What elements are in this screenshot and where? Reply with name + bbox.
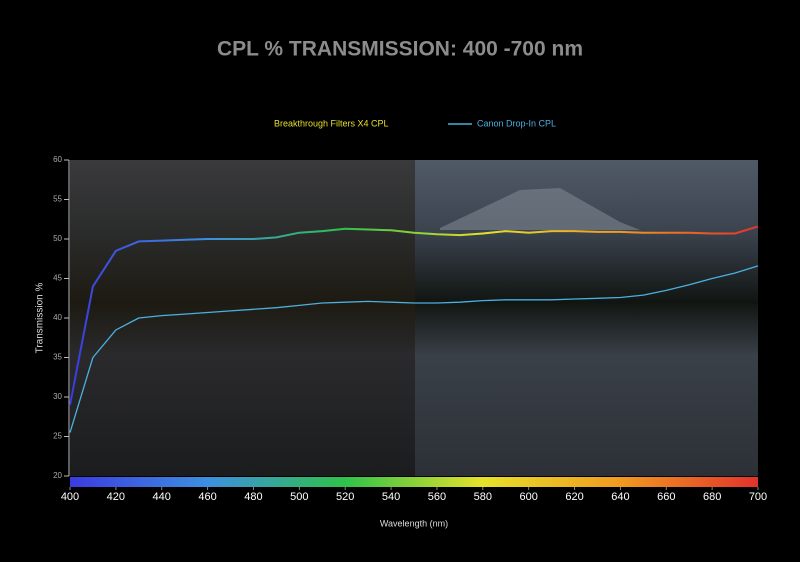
x-tick-label: 400 xyxy=(61,491,79,503)
series-line xyxy=(69,265,759,433)
x-tick-label: 540 xyxy=(382,491,400,503)
background-photo xyxy=(70,160,415,476)
y-tick-label: 25 xyxy=(53,432,62,441)
y-tick-label: 35 xyxy=(53,353,62,362)
series-line xyxy=(69,225,759,406)
x-tick-label: 560 xyxy=(428,491,446,503)
x-tick-label: 620 xyxy=(565,491,583,503)
spectrum-bar xyxy=(70,477,758,487)
chart-title: CPL % TRANSMISSION: 400 -700 nm xyxy=(217,38,583,61)
y-tick-label: 45 xyxy=(53,274,62,283)
legend-label: Breakthrough Filters X4 CPL xyxy=(274,118,389,128)
x-tick-label: 680 xyxy=(703,491,721,503)
mountain xyxy=(440,188,640,230)
x-tick-label: 420 xyxy=(107,491,125,503)
x-axis-label: Wavelength (nm) xyxy=(380,518,448,528)
x-tick-label: 480 xyxy=(244,491,262,503)
x-tick-label: 580 xyxy=(474,491,492,503)
y-tick-label: 20 xyxy=(53,471,62,480)
x-tick-label: 660 xyxy=(657,491,675,503)
y-axis-label: Transmission % xyxy=(35,283,46,354)
y-tick-label: 40 xyxy=(53,313,62,322)
x-tick-label: 520 xyxy=(336,491,354,503)
x-tick-label: 600 xyxy=(519,491,537,503)
y-tick-label: 50 xyxy=(53,234,62,243)
x-tick-label: 700 xyxy=(749,491,767,503)
y-tick-label: 60 xyxy=(53,155,62,164)
y-tick-label: 55 xyxy=(53,195,62,204)
legend-label: Canon Drop-In CPL xyxy=(477,118,556,128)
y-tick-label: 30 xyxy=(53,392,62,401)
x-tick-label: 440 xyxy=(153,491,171,503)
x-tick-label: 640 xyxy=(611,491,629,503)
x-tick-label: 460 xyxy=(198,491,216,503)
x-tick-label: 500 xyxy=(290,491,308,503)
